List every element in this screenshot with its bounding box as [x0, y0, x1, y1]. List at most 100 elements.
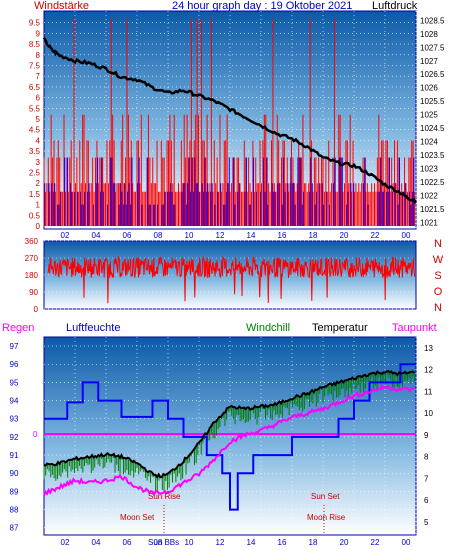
moon-set-label: Moon Set	[120, 513, 155, 522]
x-tick-label: 12	[216, 538, 225, 547]
compass-letter: S	[434, 270, 441, 282]
compass-letter: N	[434, 302, 442, 314]
x-tick-label: 06	[123, 231, 132, 240]
x-tick-label: 22	[371, 538, 380, 547]
pressure-tick-label: 1027	[420, 57, 438, 66]
rain-zero-label: 0	[33, 430, 38, 439]
pressure-tick-label: 1027.5	[420, 43, 445, 52]
pressure-tick-label: 1022.5	[420, 178, 445, 187]
x-tick-label: 08	[154, 231, 163, 240]
temperature-axis-labels: 13 12 11 10 9 8 7 6 5	[424, 344, 433, 527]
wind-tick-label: 7	[36, 72, 41, 81]
temperature-tick-label: 13	[424, 344, 433, 353]
pressure-tick-label: 1021	[420, 218, 438, 227]
wind-pressure-panel: 0 0.51 1.5 22.5 3 3.5 44.5 5 5.56 6.5 77.5 8 8.5 99.5…	[29, 0, 445, 240]
humidity-tick-label: 91	[10, 451, 19, 460]
wind-tick-label: 4.5	[29, 126, 41, 135]
pressure-tick-label: 1026.5	[420, 70, 445, 79]
x-tick-label: 22	[371, 231, 380, 240]
pressure-tick-label: 1024	[420, 138, 438, 147]
wind-tick-label: 3.5	[29, 147, 41, 156]
dewpoint-line	[43, 383, 415, 497]
wind-direction-axis-labels: 360 270 180 90 0	[25, 237, 39, 314]
temperature-tick-label: 7	[424, 474, 429, 483]
temperature-tick-label: 9	[424, 431, 429, 440]
x-tick-label: 20	[340, 538, 349, 547]
x-tick-label: 00	[402, 538, 411, 547]
humidity-tick-label: 96	[10, 360, 19, 369]
x-tick-label: 18	[309, 231, 318, 240]
wind-pressure-x-axis-labels: 02 04 06 08 10 12 14 16 18 20 22 00	[61, 231, 411, 240]
luftfeuchte-label: Luftfeuchte	[66, 322, 120, 334]
wind-tick-label: 5.5	[29, 104, 41, 113]
pressure-tick-label: 1023	[420, 164, 438, 173]
x-tick-label: 18	[309, 538, 318, 547]
wind-tick-label: 3	[36, 158, 41, 167]
temperature-tick-label: 8	[424, 453, 429, 462]
x-tick-label: 04	[92, 538, 101, 547]
wind-tick-label: 0.5	[29, 211, 41, 220]
sun-bbs-label: Sun BBs	[148, 538, 179, 547]
temperature-tick-label: 11	[424, 387, 433, 396]
temperature-x-axis-labels: 02 04 06 08 10 12 14 16 18 20 22 00	[61, 538, 411, 547]
pressure-tick-label: 1022	[420, 191, 438, 200]
pressure-tick-label: 1021.5	[420, 205, 445, 214]
pressure-line	[42, 37, 417, 205]
direction-tick-label: 180	[25, 271, 39, 280]
wind-bars	[43, 18, 416, 226]
x-tick-label: 14	[247, 538, 256, 547]
humidity-tick-label: 93	[10, 415, 19, 424]
direction-tick-label: 90	[29, 288, 38, 297]
pressure-tick-label: 1025.5	[420, 97, 445, 106]
x-tick-label: 02	[61, 231, 70, 240]
regen-label: Regen	[2, 322, 34, 334]
x-tick-label: 02	[61, 538, 70, 547]
wind-tick-label: 7.5	[29, 62, 41, 71]
humidity-axis-labels: 97 96 95 94 93 92 91 90 89 88 87	[10, 342, 19, 533]
luftdruck-label: Luftdruck	[372, 0, 418, 12]
x-tick-label: 16	[278, 231, 287, 240]
windchill-label: Windchill	[246, 322, 290, 334]
compass-letter: W	[433, 254, 444, 266]
wind-tick-label: 6.5	[29, 83, 41, 92]
compass-letter: O	[434, 286, 443, 298]
x-tick-label: 00	[402, 231, 411, 240]
humidity-tick-label: 87	[10, 524, 19, 533]
humidity-tick-label: 94	[10, 397, 19, 406]
temperatur-label: Temperatur	[312, 322, 368, 334]
temperature-tick-label: 6	[424, 496, 429, 505]
pressure-tick-label: 1028	[420, 30, 438, 39]
moon-rise-label: Moon Rise	[307, 513, 346, 522]
temperature-tick-label: 12	[424, 366, 433, 375]
x-tick-label: 08	[154, 538, 163, 547]
taupunkt-label: Taupunkt	[392, 322, 437, 334]
x-tick-label: 12	[216, 231, 225, 240]
wind-tick-label: 4	[36, 136, 41, 145]
humidity-tick-label: 90	[10, 469, 19, 478]
windstaerke-label: Windstärke	[34, 0, 89, 12]
direction-tick-label: 270	[25, 254, 39, 263]
x-tick-label: 16	[278, 538, 287, 547]
x-tick-label: 10	[185, 538, 194, 547]
wind-direction-trace	[47, 255, 416, 304]
wind-tick-label: 8	[36, 51, 41, 60]
humidity-tick-label: 95	[10, 378, 19, 387]
temperature-panel: Regen Luftfeuchte Windchill Temperatur T…	[2, 322, 437, 547]
wind-axis-labels: 0 0.51 1.5 22.5 3 3.5 44.5 5 5.56 6.5 77.5 8 8.5 99.5	[29, 19, 41, 231]
wind-tick-label: 2.5	[29, 169, 41, 178]
direction-tick-label: 0	[34, 305, 39, 314]
x-tick-label: 14	[247, 231, 256, 240]
chart-title: 24 hour graph day : 19 Oktober 2021	[172, 0, 352, 12]
temperature-tick-label: 5	[424, 518, 429, 527]
wind-tick-label: 1	[36, 201, 41, 210]
wind-tick-label: 9.5	[29, 19, 41, 28]
wind-tick-label: 8.5	[29, 40, 41, 49]
x-tick-label: 10	[185, 231, 194, 240]
wind-tick-label: 1.5	[29, 190, 41, 199]
x-tick-label: 20	[340, 231, 349, 240]
wind-tick-label: 2	[36, 179, 41, 188]
sun-set-label: Sun Set	[311, 492, 340, 501]
humidity-tick-label: 89	[10, 487, 19, 496]
wind-tick-label: 9	[36, 29, 41, 38]
